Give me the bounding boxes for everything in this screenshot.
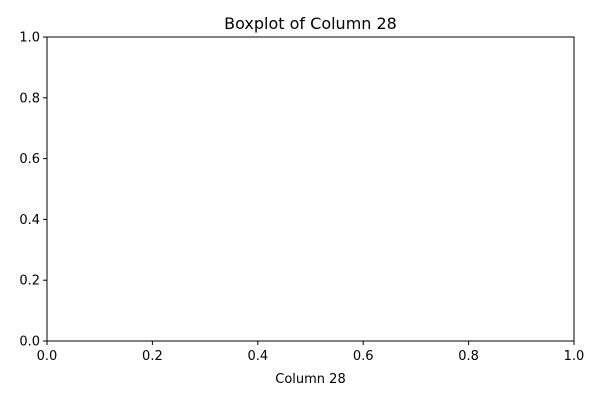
x-tick-label: 1.0 [564, 349, 585, 364]
chart-title: Boxplot of Column 28 [224, 14, 397, 33]
y-axis: 0.0 0.2 0.4 0.6 0.8 1.0 [19, 31, 47, 350]
x-tick-label: 0.8 [458, 349, 479, 364]
y-tick-label: 1.0 [19, 31, 40, 46]
plot-frame [46, 36, 575, 342]
x-tick-label: 0.2 [142, 349, 163, 364]
y-tick-label: 0.2 [19, 274, 40, 289]
y-tick-label: 0.0 [19, 335, 40, 350]
x-tick-label: 0.0 [37, 349, 58, 364]
y-tick-label: 0.8 [19, 91, 40, 106]
x-tick-label: 0.6 [353, 349, 374, 364]
x-tick-label: 0.4 [247, 349, 268, 364]
y-tick-label: 0.6 [19, 152, 40, 167]
y-tick-label: 0.4 [19, 213, 40, 228]
x-axis: 0.0 0.2 0.4 0.6 0.8 1.0 [37, 341, 585, 364]
x-axis-label: Column 28 [275, 372, 345, 387]
plot-area [46, 36, 575, 342]
